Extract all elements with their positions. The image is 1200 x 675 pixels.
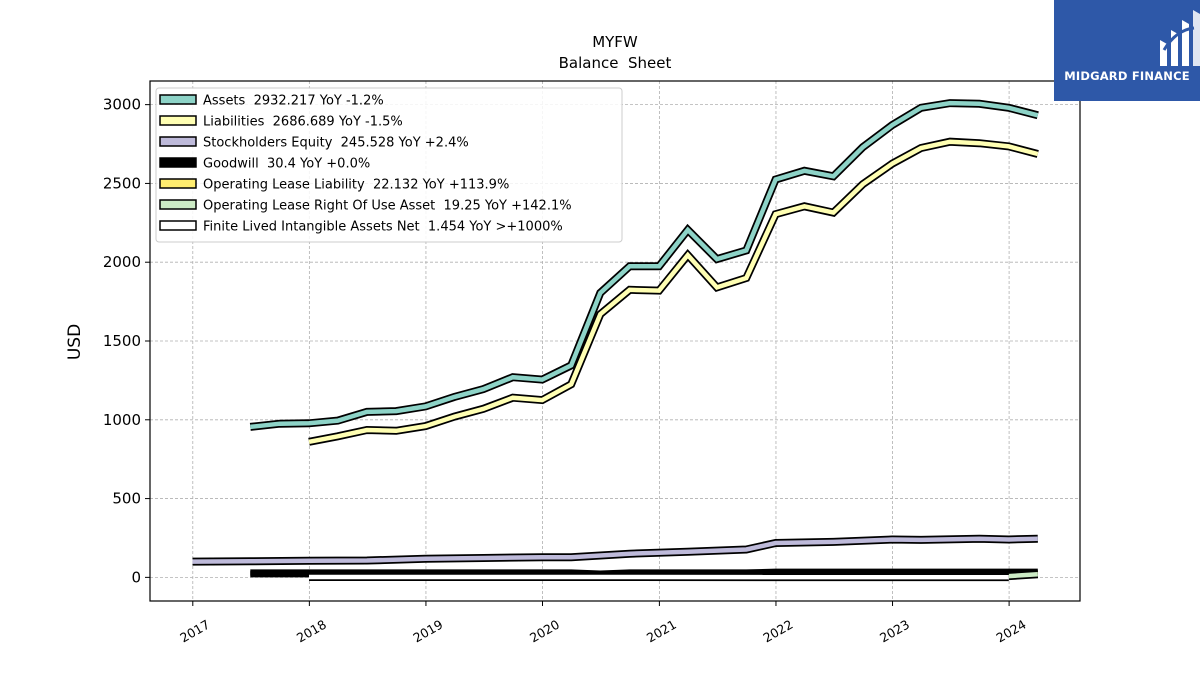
series-line-stockholders-equity bbox=[192, 536, 1038, 564]
y-tick-label: 500 bbox=[112, 490, 141, 508]
legend-swatch bbox=[159, 199, 197, 210]
y-tick-label: 1500 bbox=[103, 332, 141, 350]
legend-entry: Liabilities 2686.689 YoY -1.5% bbox=[203, 115, 403, 130]
x-tick-label: 2018 bbox=[294, 617, 329, 646]
x-tick-label: 2022 bbox=[760, 617, 795, 646]
y-tick-label: 0 bbox=[131, 568, 141, 586]
y-tick-label: 2000 bbox=[103, 253, 141, 271]
legend-entry: Assets 2932.217 YoY -1.2% bbox=[203, 94, 384, 109]
chart-subtitle: Balance Sheet bbox=[559, 54, 672, 72]
legend-swatch bbox=[159, 94, 197, 105]
series-line-outline-stockholders-equity bbox=[192, 534, 1038, 566]
y-tick-label: 3000 bbox=[103, 96, 141, 114]
legend-box bbox=[155, 87, 623, 243]
x-tick-label: 2017 bbox=[177, 617, 212, 646]
x-tick-label: 2023 bbox=[877, 617, 912, 646]
x-tick-label: 2019 bbox=[410, 617, 445, 646]
x-tick-label: 2024 bbox=[994, 617, 1029, 646]
legend-entry: Goodwill 30.4 YoY +0.0% bbox=[203, 157, 370, 172]
series-line-assets bbox=[250, 100, 1039, 430]
midgard-logo-icon bbox=[1160, 10, 1200, 66]
x-tick-label: 2020 bbox=[527, 617, 562, 646]
legend-swatch bbox=[159, 220, 197, 231]
legend-entry: Finite Lived Intangible Assets Net 1.454… bbox=[203, 220, 563, 235]
chart-title: MYFW bbox=[592, 33, 638, 51]
legend-entry: Stockholders Equity 245.528 YoY +2.4% bbox=[203, 136, 469, 151]
y-axis-label: USD bbox=[65, 324, 85, 360]
legend-swatch bbox=[159, 136, 197, 147]
x-tick-label: 2021 bbox=[644, 617, 679, 646]
logo-text: MIDGARD FINANCE bbox=[1064, 69, 1190, 83]
y-tick-label: 2500 bbox=[103, 174, 141, 192]
legend-swatch bbox=[159, 178, 197, 189]
legend-swatch bbox=[159, 115, 197, 126]
legend-entry: Operating Lease Liability 22.132 YoY +11… bbox=[203, 178, 509, 193]
legend-entry: Operating Lease Right Of Use Asset 19.25… bbox=[203, 199, 572, 214]
series-line-liabilities bbox=[308, 139, 1039, 445]
legend-swatch bbox=[159, 157, 197, 168]
series-line-operating-lease-right-of-use-asset bbox=[1008, 572, 1038, 579]
midgard-finance-logo: MIDGARD FINANCE bbox=[1054, 0, 1200, 101]
y-tick-label: 1000 bbox=[103, 411, 141, 429]
